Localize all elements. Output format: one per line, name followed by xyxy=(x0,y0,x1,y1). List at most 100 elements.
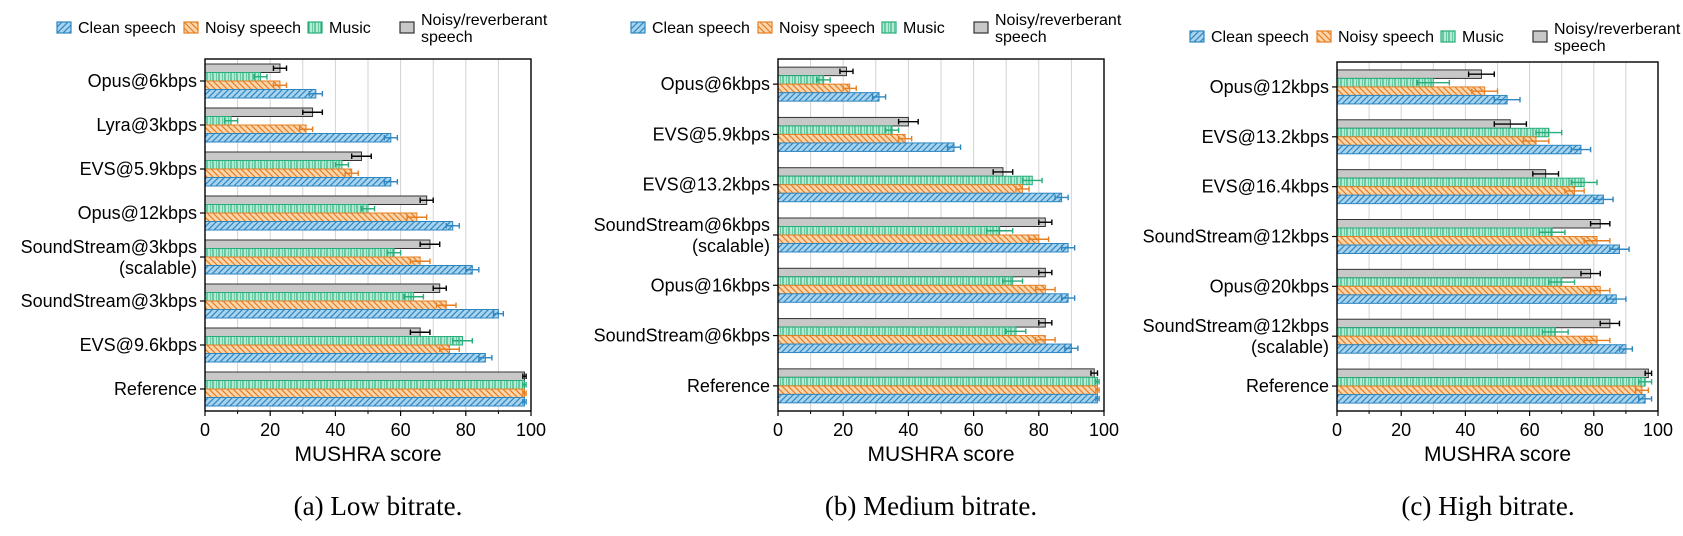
bar-noisy xyxy=(777,385,1098,395)
y-tick-label: EVS@9.6kbps xyxy=(80,335,197,355)
error-bar-music xyxy=(403,294,425,300)
bar-reverb xyxy=(1336,169,1547,179)
error-bar-reverb xyxy=(1038,269,1053,276)
bar-music xyxy=(1336,377,1646,387)
legend-clean-speech-label: Clean speech xyxy=(78,20,176,37)
error-bar-clean xyxy=(445,223,460,229)
error-bar-noisy xyxy=(344,170,359,176)
bar-music xyxy=(777,226,1001,236)
x-tick-label: 80 xyxy=(1029,420,1049,440)
error-bar-reverb xyxy=(897,118,919,125)
bar-noisy xyxy=(204,212,418,222)
bar-clean xyxy=(1336,194,1604,205)
legend-noisy-speech-label: Noisy speech xyxy=(779,20,875,37)
legend-music-swatch xyxy=(1440,30,1456,43)
error-bar-reverb xyxy=(419,241,441,247)
error-bar-reverb xyxy=(419,197,434,203)
error-bar-music xyxy=(1535,129,1563,136)
error-bar-noisy xyxy=(435,302,457,308)
bar-noisy xyxy=(204,300,447,310)
error-bar-noisy xyxy=(1028,236,1050,242)
bar-music xyxy=(204,292,415,302)
error-bar-reverb xyxy=(992,169,1014,175)
bar-noisy xyxy=(204,344,450,354)
legend-clean-speech-label: Clean speech xyxy=(652,20,750,37)
legend-noisy-reverberant-speech-label-line2: speech xyxy=(421,29,473,46)
bar-music xyxy=(204,248,395,258)
bar-reverb xyxy=(1336,69,1482,79)
y-tick-label: (scalable) xyxy=(119,258,197,278)
error-bar-music xyxy=(1570,179,1598,186)
bar-clean xyxy=(777,393,1098,404)
bar-noisy xyxy=(204,388,525,398)
x-tick-label: 0 xyxy=(200,420,210,440)
bar-reverb xyxy=(777,66,847,77)
error-bar-noisy xyxy=(1589,287,1611,294)
legend-clean-speech-swatch xyxy=(630,21,646,34)
bar-music xyxy=(204,336,464,346)
y-tick-label: SoundStream@6kbps xyxy=(594,215,770,235)
bar-clean xyxy=(1336,344,1627,354)
y-tick-label: EVS@16.4kbps xyxy=(1202,177,1329,197)
x-tick-label: 20 xyxy=(260,420,280,440)
bar-reverb xyxy=(204,283,441,293)
y-tick-label: EVS@5.9kbps xyxy=(653,124,770,144)
y-tick-label: Lyra@3kbps xyxy=(96,115,197,135)
error-bar-clean xyxy=(1064,345,1079,352)
bar-clean xyxy=(204,89,317,99)
error-bar-music xyxy=(1095,378,1100,385)
panel-caption: (b) Medium bitrate. xyxy=(825,491,1037,521)
bar-reverb xyxy=(1336,318,1611,329)
bar-music xyxy=(204,380,525,390)
x-tick-label: 20 xyxy=(1391,420,1411,440)
legend-noisy-reverberant-speech-swatch xyxy=(1532,30,1548,43)
error-bar-clean xyxy=(1618,346,1634,352)
bar-music xyxy=(1336,127,1550,138)
error-bar-clean xyxy=(1095,395,1100,402)
bar-reverb xyxy=(1336,368,1649,379)
bar-noisy xyxy=(1336,136,1537,146)
error-bar-clean xyxy=(1609,246,1630,252)
legend-noisy-speech-swatch xyxy=(183,21,199,34)
legend-clean-speech: Clean speech xyxy=(1189,29,1309,46)
legend-music-swatch xyxy=(881,21,897,34)
error-bar-reverb xyxy=(1599,320,1621,327)
panel-caption: (c) High bitrate. xyxy=(1401,491,1574,521)
error-bar-music xyxy=(1538,229,1566,235)
x-tick-label: 40 xyxy=(898,420,918,440)
legend-music-swatch xyxy=(307,21,323,34)
bar-music xyxy=(1336,177,1585,188)
error-bar-noisy xyxy=(1095,387,1100,393)
legend-music-label: Music xyxy=(1462,29,1504,46)
bar-noisy xyxy=(777,184,1023,194)
bar-clean xyxy=(204,353,486,363)
legend-noisy-reverberant-speech-swatch xyxy=(399,21,415,34)
x-tick-label: 100 xyxy=(1089,420,1119,440)
error-bar-clean xyxy=(946,144,962,150)
error-bar-noisy xyxy=(272,82,288,88)
bar-reverb xyxy=(204,151,362,161)
y-tick-label: Opus@6kbps xyxy=(88,71,197,91)
legend-noisy-reverberant-speech-label: Noisy/reverberant xyxy=(1554,21,1681,38)
error-bar-reverb xyxy=(432,285,447,291)
error-bar-clean xyxy=(1054,194,1069,201)
bar-clean xyxy=(1336,394,1646,404)
error-bar-music xyxy=(985,228,1014,234)
error-bar-reverb xyxy=(1532,171,1560,177)
bar-clean xyxy=(777,192,1063,203)
error-bar-noisy xyxy=(1522,138,1550,144)
error-bar-clean xyxy=(383,135,399,141)
bar-noisy xyxy=(204,168,353,178)
x-axis-label: MUSHRA score xyxy=(1424,443,1571,466)
y-tick-label: Opus@12kbps xyxy=(1210,77,1329,97)
x-tick-label: 0 xyxy=(1332,420,1342,440)
bar-reverb xyxy=(777,116,909,127)
x-tick-label: 100 xyxy=(516,420,546,440)
y-tick-label: SoundStream@12kbps xyxy=(1143,227,1329,247)
error-bar-music xyxy=(1638,379,1653,385)
bar-music xyxy=(777,326,1017,337)
bar-clean xyxy=(204,177,392,187)
y-tick-label: (scalable) xyxy=(692,236,770,256)
